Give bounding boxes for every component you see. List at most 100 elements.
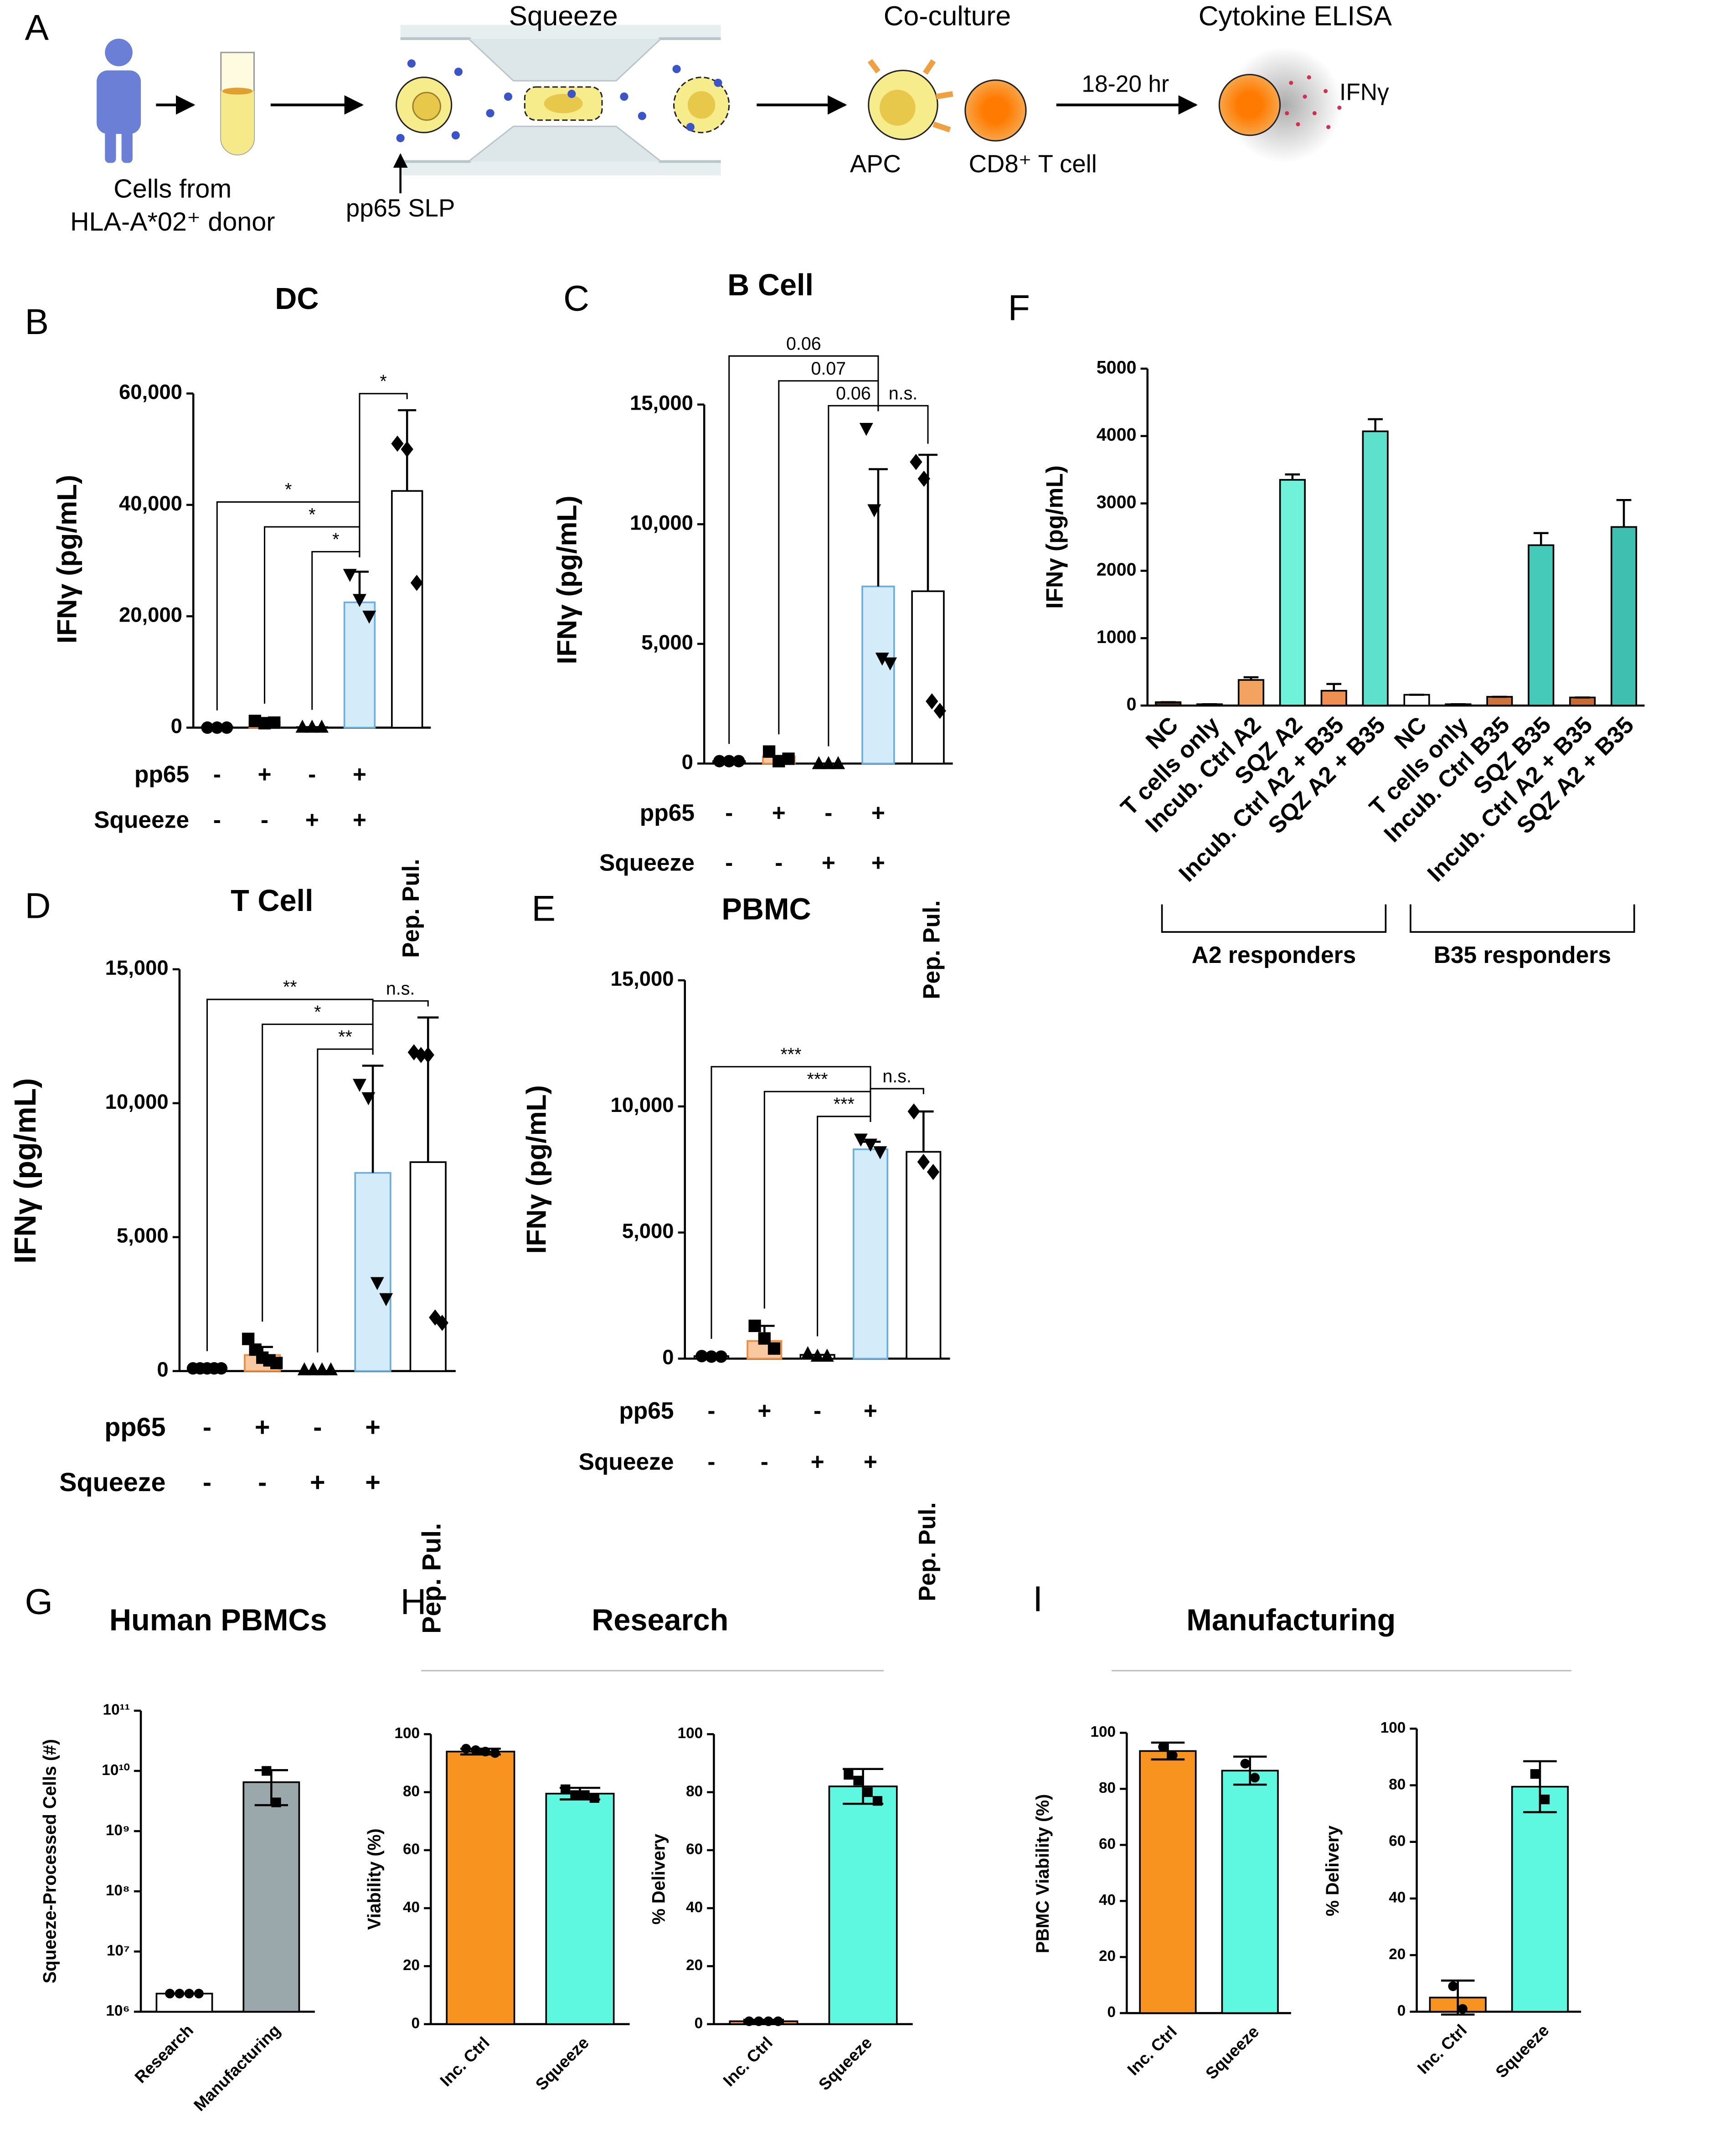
diagram-label: Co-culture <box>884 0 1011 31</box>
data-point <box>306 1362 320 1375</box>
condition-mark: - <box>707 1448 715 1475</box>
y-tick-label: 4000 <box>1097 425 1137 445</box>
y-tick-label: 10¹⁰ <box>102 1762 130 1779</box>
peptides <box>396 59 722 143</box>
bar <box>1528 544 1555 707</box>
y-tick-label: 60 <box>1099 1836 1116 1852</box>
bar <box>1320 690 1347 707</box>
y-tick-label: 100 <box>678 1725 703 1742</box>
data-point <box>271 1797 281 1807</box>
diagram-label: APC <box>850 150 901 178</box>
data-point <box>401 441 413 458</box>
y-tick-label: 0 <box>695 2015 703 2032</box>
data-point <box>305 720 319 733</box>
diagram-label: 18-20 hr <box>1082 70 1169 97</box>
data-point <box>561 1784 571 1794</box>
data-point <box>744 2016 754 2026</box>
y-tick-label: 1000 <box>1097 627 1137 647</box>
bar <box>1569 696 1596 707</box>
condition-mark: - <box>203 1468 211 1497</box>
data-point <box>391 435 404 452</box>
bar <box>906 1151 942 1360</box>
bar <box>1511 1786 1569 2013</box>
data-point <box>361 1092 376 1106</box>
condition-mark: - <box>725 799 733 826</box>
condition-mark: + <box>864 1448 877 1475</box>
chart-title: PBMC <box>721 892 811 926</box>
y-axis-label: IFNγ (pg/mL) <box>521 1085 552 1254</box>
condition-mark: + <box>310 1468 325 1497</box>
condition-mark: + <box>305 806 319 833</box>
bar <box>409 1161 447 1372</box>
data-point <box>379 1293 393 1307</box>
data-point <box>695 1350 708 1363</box>
significance-label: ** <box>283 977 297 997</box>
condition-mark: - <box>258 1468 267 1497</box>
data-point <box>801 1346 815 1359</box>
condition-mark: - <box>213 761 221 787</box>
condition-mark: - <box>814 1397 821 1424</box>
y-tick-label: 10⁸ <box>106 1882 130 1899</box>
data-point <box>1240 1759 1250 1769</box>
data-point <box>883 657 897 671</box>
condition-mark: - <box>824 799 832 826</box>
y-tick-label: 100 <box>1090 1724 1116 1740</box>
data-point <box>927 1164 940 1180</box>
significance-label: n.s. <box>386 979 415 999</box>
chart-title: DC <box>275 282 319 316</box>
y-tick-label: 10⁶ <box>106 2002 129 2019</box>
data-point <box>362 611 376 624</box>
panel-letter: A <box>25 7 49 47</box>
data-point <box>723 755 736 767</box>
bar <box>861 586 895 765</box>
condition-mark: + <box>811 1448 824 1475</box>
data-point <box>917 470 930 487</box>
chart-title: T Cell <box>231 884 313 918</box>
bar <box>1362 430 1389 707</box>
diagram-label: IFNγ <box>1339 79 1389 105</box>
bar <box>242 1781 300 2013</box>
bar <box>1221 1770 1279 2014</box>
condition-mark: + <box>822 849 835 875</box>
data-point <box>215 1362 228 1375</box>
data-point <box>863 1138 877 1152</box>
condition-mark: + <box>353 761 366 787</box>
y-axis-label: Viability (%) <box>365 1828 385 1930</box>
condition-mark: - <box>313 1413 322 1442</box>
data-point <box>175 1989 185 1999</box>
error-bar <box>362 1065 384 1173</box>
condition-label: Squeeze <box>599 849 695 875</box>
panel-letter: I <box>1033 1579 1043 1619</box>
bar <box>155 1992 213 2013</box>
significance-label: 0.06 <box>786 334 821 354</box>
y-tick-label: 10,000 <box>105 1090 169 1113</box>
diagram-label: CD8⁺ T cell <box>969 150 1097 178</box>
panel-letter: B <box>25 302 49 342</box>
x-tick-label: Pep. Pul. <box>417 1523 447 1634</box>
y-tick-label: 20 <box>1099 1948 1116 1965</box>
significance-label: 0.06 <box>836 383 871 403</box>
y-tick-label: 20 <box>1389 1946 1406 1963</box>
y-axis-label: % Delivery <box>649 1834 669 1924</box>
condition-mark: + <box>772 799 786 826</box>
panel-letter: D <box>25 885 51 926</box>
data-point <box>268 716 281 729</box>
condition-mark: - <box>775 849 783 875</box>
data-point <box>767 1342 781 1355</box>
x-tick-label: Inc. Ctrl <box>719 2033 776 2090</box>
data-point <box>436 1315 448 1331</box>
significance-label: * <box>285 480 292 500</box>
significance-bracket <box>711 1066 871 1339</box>
error-bar <box>913 1110 934 1152</box>
data-point <box>1457 2004 1468 2014</box>
bar <box>1610 526 1638 707</box>
y-tick-label: 80 <box>403 1783 420 1800</box>
y-axis-label: IFNγ (pg/mL) <box>9 1078 42 1264</box>
bar <box>343 601 376 729</box>
nucleus <box>687 91 716 119</box>
bar <box>1237 679 1265 707</box>
diagram-label: Cells from <box>113 174 232 203</box>
x-tick-label: Manufacturing <box>190 2021 284 2115</box>
